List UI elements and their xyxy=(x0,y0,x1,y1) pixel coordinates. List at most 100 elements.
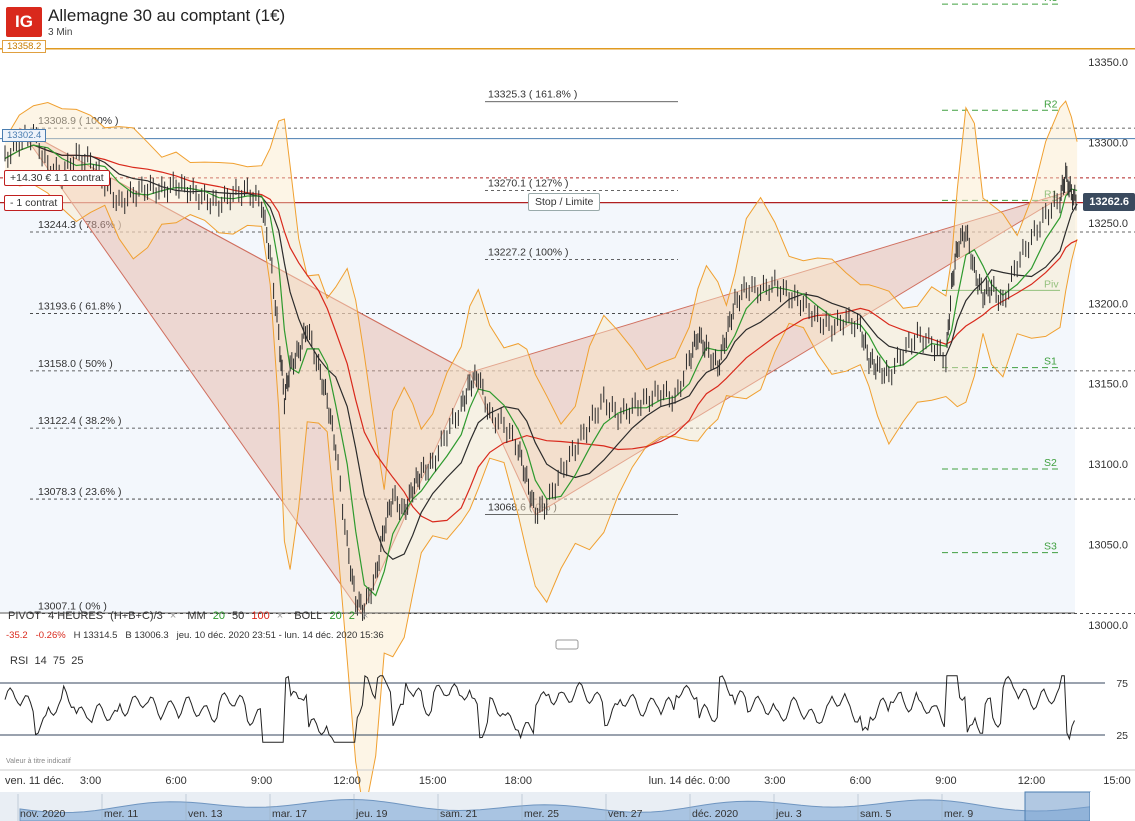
x-tick-label: 3:00 xyxy=(764,775,785,787)
pivot-period: 4 HEURES xyxy=(48,610,104,622)
price-stats: -35.2 -0.26% H 13314.5 B 13006.3 jeu. 10… xyxy=(6,630,384,641)
fib-level-label: 13270.1 ( 127% ) xyxy=(488,178,569,190)
fib-level-label: 13007.1 ( 0% ) xyxy=(38,601,107,613)
date-range: jeu. 10 déc. 2020 23:51 - lun. 14 déc. 2… xyxy=(176,630,384,641)
navigator-label: mar. 17 xyxy=(272,808,307,820)
interval-label[interactable]: 3 Min xyxy=(48,27,73,38)
ma100-line xyxy=(4,144,1078,523)
navigator-label: mer. 9 xyxy=(944,808,973,820)
y-tick-label: 13100.0 xyxy=(1088,459,1128,471)
rsi-upper: 75 xyxy=(52,655,66,667)
rsi-period: 14 xyxy=(34,655,47,667)
fib-level-label: 13244.3 ( 78.6% ) xyxy=(38,219,121,231)
rsi-tick-label: 75 xyxy=(1116,678,1128,690)
change-percent: -0.26% xyxy=(35,630,66,641)
below-price-shade xyxy=(0,202,1075,612)
fib-level-label: 13158.0 ( 50% ) xyxy=(38,358,113,370)
pane-resize-handle[interactable] xyxy=(555,639,579,650)
fib-level-label: 13068.6 ( 0% ) xyxy=(488,502,557,514)
y-tick-label: 13350.0 xyxy=(1088,57,1128,69)
boll-label[interactable]: BOLL xyxy=(294,610,323,622)
x-tick-label: 3:00 xyxy=(80,775,101,787)
indicative-note: Valeur à titre indicatif xyxy=(6,758,71,765)
orange-level-tag: 13358.2 xyxy=(2,40,47,53)
navigator-label: jeu. 3 xyxy=(775,808,802,820)
pivot-label: R2 xyxy=(1044,98,1058,110)
fib-level-label: 13308.9 ( 100% ) xyxy=(38,115,119,127)
boll-close-icon[interactable]: × xyxy=(361,610,369,622)
x-tick-label: 15:00 xyxy=(1103,775,1131,787)
y-tick-label: 13200.0 xyxy=(1088,298,1128,310)
navigator-label: sam. 5 xyxy=(860,808,892,820)
x-tick-label: 9:00 xyxy=(935,775,956,787)
navigator-label: jeu. 19 xyxy=(355,808,388,820)
navigator-label: mer. 11 xyxy=(104,808,138,820)
y-tick-label: 13150.0 xyxy=(1088,379,1128,391)
rsi-legend[interactable]: RSI 14 75 25 xyxy=(10,655,83,667)
fib-level-label: 13122.4 ( 38.2% ) xyxy=(38,415,121,427)
x-tick-label: 15:00 xyxy=(419,775,447,787)
change-value: -35.2 xyxy=(6,630,28,641)
x-tick-label: lun. 14 déc. 0:00 xyxy=(649,775,730,787)
harmonic-xb-line xyxy=(19,127,470,373)
pivot-label[interactable]: PIVOT xyxy=(8,610,42,622)
mm-label[interactable]: MM xyxy=(187,610,206,622)
y-tick-label: 13300.0 xyxy=(1088,137,1128,149)
pivot-formula: (H+B+C)/3 xyxy=(110,610,163,622)
navigator-label: sam. 21 xyxy=(440,808,478,820)
fib-level-label: 13193.6 ( 61.8% ) xyxy=(38,301,121,313)
ma20-line xyxy=(4,144,1078,597)
rsi-name: RSI xyxy=(10,655,29,667)
navigator-label: nov. 2020 xyxy=(20,808,66,820)
x-tick-label: 12:00 xyxy=(333,775,361,787)
x-tick-label: 18:00 xyxy=(504,775,532,787)
stop-limit-button[interactable]: Stop / Limite xyxy=(528,193,601,211)
y-tick-label: 13250.0 xyxy=(1088,218,1128,230)
rsi-line xyxy=(4,674,1075,743)
low-value: B 13006.3 xyxy=(125,630,169,641)
high-value: H 13314.5 xyxy=(73,630,118,641)
x-tick-label: 6:00 xyxy=(165,775,186,787)
mm50-value: 50 xyxy=(232,610,245,622)
order-contract-box[interactable]: - 1 contrat xyxy=(4,195,64,211)
bollinger-band-fill xyxy=(5,101,1078,815)
pivot-label: Piv xyxy=(1044,278,1059,290)
mm-close-icon[interactable]: × xyxy=(276,610,284,622)
mm100-value: 100 xyxy=(251,610,270,622)
navigator-window[interactable] xyxy=(1024,791,1091,821)
rsi-lower: 25 xyxy=(71,655,84,667)
navigator-label: mer. 25 xyxy=(524,808,559,820)
bollinger-lower xyxy=(4,177,1078,815)
pivot-label: S1 xyxy=(1044,356,1057,368)
rsi-tick-label: 25 xyxy=(1116,730,1128,742)
x-tick-label: 9:00 xyxy=(251,775,272,787)
blue-level-tag: 13302.4 xyxy=(2,129,47,142)
pivot-label: S3 xyxy=(1044,541,1057,553)
instrument-title: Allemagne 30 au comptant (1€) xyxy=(48,6,286,25)
ma50-line xyxy=(4,144,1078,561)
fib-level-label: 13325.3 ( 161.8% ) xyxy=(488,89,577,101)
navigator-label: ven. 27 xyxy=(608,808,643,820)
navigator-right-pad xyxy=(1090,792,1135,821)
current-price-tag: 13262.6 xyxy=(1083,193,1135,211)
pivot-label: R3 xyxy=(1044,0,1058,4)
fib-level-label: 13227.2 ( 100% ) xyxy=(488,247,569,259)
bollinger-upper xyxy=(4,100,1078,490)
x-tick-label: ven. 11 déc. xyxy=(5,775,64,787)
position-pnl-box[interactable]: +14.30 € 1 1 contrat xyxy=(4,170,110,186)
indicator-legend: PIVOT 4 HEURES (H+B+C)/3 × MM 20 50 100 … xyxy=(8,610,376,622)
pivot-close-icon[interactable]: × xyxy=(169,610,177,622)
ig-logo: IG xyxy=(6,7,42,37)
y-tick-label: 13000.0 xyxy=(1088,620,1128,632)
pivot-label: S2 xyxy=(1044,457,1057,469)
boll-period: 20 xyxy=(329,610,342,622)
fib-level-label: 13078.3 ( 23.6% ) xyxy=(38,486,121,498)
boll-dev: 2 xyxy=(348,610,355,622)
y-tick-label: 13050.0 xyxy=(1088,540,1128,552)
x-tick-label: 6:00 xyxy=(850,775,871,787)
mm20-value: 20 xyxy=(212,610,225,622)
navigator-area xyxy=(19,798,1091,821)
navigator-label: déc. 2020 xyxy=(692,808,738,820)
navigator-label: ven. 13 xyxy=(188,808,223,820)
